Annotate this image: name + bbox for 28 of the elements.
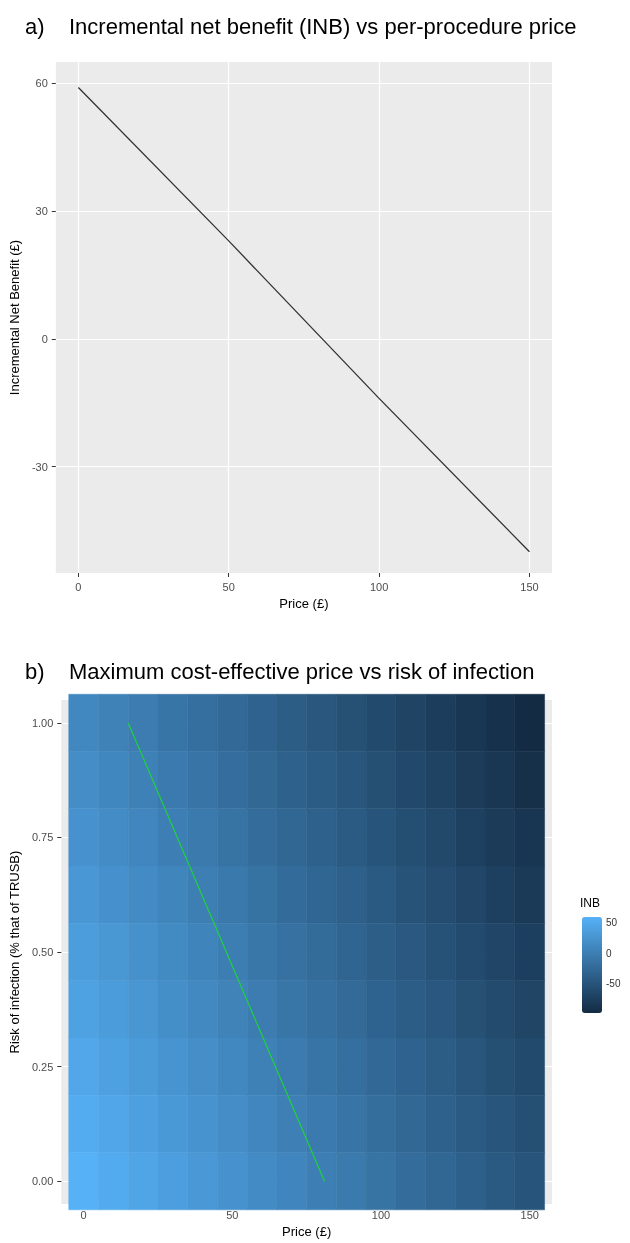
y-tick-label: 1.00 (31, 716, 54, 729)
x-tick-label: 150 (520, 580, 539, 593)
x-tick-label: 100 (371, 1208, 391, 1221)
color-bar-title: INB (580, 896, 601, 910)
y-tick-label: 30 (35, 205, 48, 218)
y-tick-label: 0.50 (31, 946, 54, 959)
color-bar-label: -50 (606, 978, 621, 990)
y-axis-title: Risk of infection (% that of TRUSB) (7, 850, 22, 1054)
y-tick-label: 0.00 (31, 1175, 54, 1188)
x-axis-title: Price (£) (282, 1224, 332, 1239)
x-tick-label: 0 (75, 580, 82, 593)
x-tick-label: 50 (222, 580, 235, 593)
y-tick-label: 60 (35, 77, 48, 90)
x-tick-label: 150 (520, 1208, 539, 1221)
y-tick-label: 0 (41, 332, 48, 345)
x-axis-title: Price (£) (279, 596, 329, 611)
color-bar-label: 50 (606, 917, 618, 928)
y-tick-label: 0.75 (31, 831, 54, 844)
color-bar-label: 0 (606, 947, 612, 959)
y-axis-title: Incremental Net Benefit (£) (7, 239, 22, 396)
chart-title: b) Maximum cost-effective price vs risk of infection (25, 658, 535, 684)
x-tick-label: 50 (226, 1208, 239, 1221)
x-tick-label: 100 (369, 580, 389, 593)
y-tick-label: 0.25 (31, 1060, 54, 1073)
line-series (77, 86, 531, 553)
y-tick-label: -30 (31, 460, 48, 473)
chart-title: a) Incremental net benefit (INB) vs per-procedure price (25, 13, 577, 39)
x-tick-label: 0 (80, 1208, 87, 1221)
